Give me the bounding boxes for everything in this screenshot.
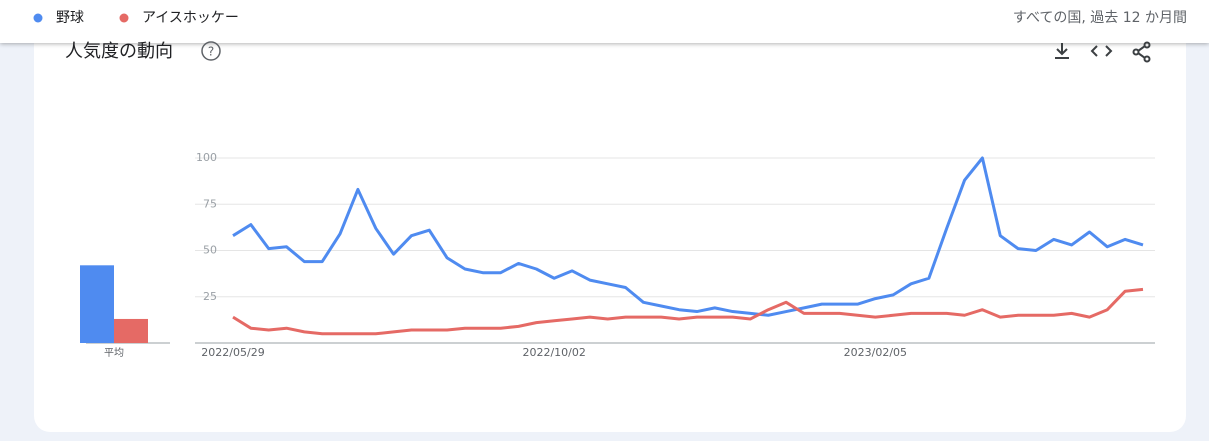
embed-icon[interactable]: [1090, 45, 1113, 57]
legend-swatch: [119, 13, 129, 23]
y-tick-label: 25: [203, 290, 217, 303]
average-bar: [114, 318, 148, 343]
card: [34, 10, 1186, 432]
x-tick-label: 2023/02/05: [844, 346, 907, 359]
scope[interactable]: すべての国, 過去 12 か月間: [1013, 10, 1187, 26]
trend-line: [232, 287, 1144, 336]
share-icon[interactable]: [1132, 41, 1151, 63]
x-tick-label: 2022/05/29: [201, 346, 264, 359]
average-bar: [80, 265, 114, 343]
svg-text:?: ?: [208, 45, 214, 59]
help-icon[interactable]: ?: [201, 41, 221, 61]
y-tick-label: 75: [203, 197, 217, 210]
top-bar: [0, 0, 1209, 43]
y-tick-label: 50: [203, 244, 217, 257]
trend-line: [232, 156, 1144, 317]
legend-label[interactable]: アイスホッケー: [142, 10, 239, 26]
card-title: 人気度の動向: [65, 41, 173, 62]
x-tick-label: 2022/10/02: [522, 346, 585, 359]
bar-category-label: 平均: [104, 347, 124, 359]
y-tick-label: 100: [196, 151, 217, 164]
legend-swatch: [33, 13, 43, 23]
legend-label[interactable]: 野球: [56, 10, 84, 26]
download-icon[interactable]: [1055, 43, 1069, 59]
